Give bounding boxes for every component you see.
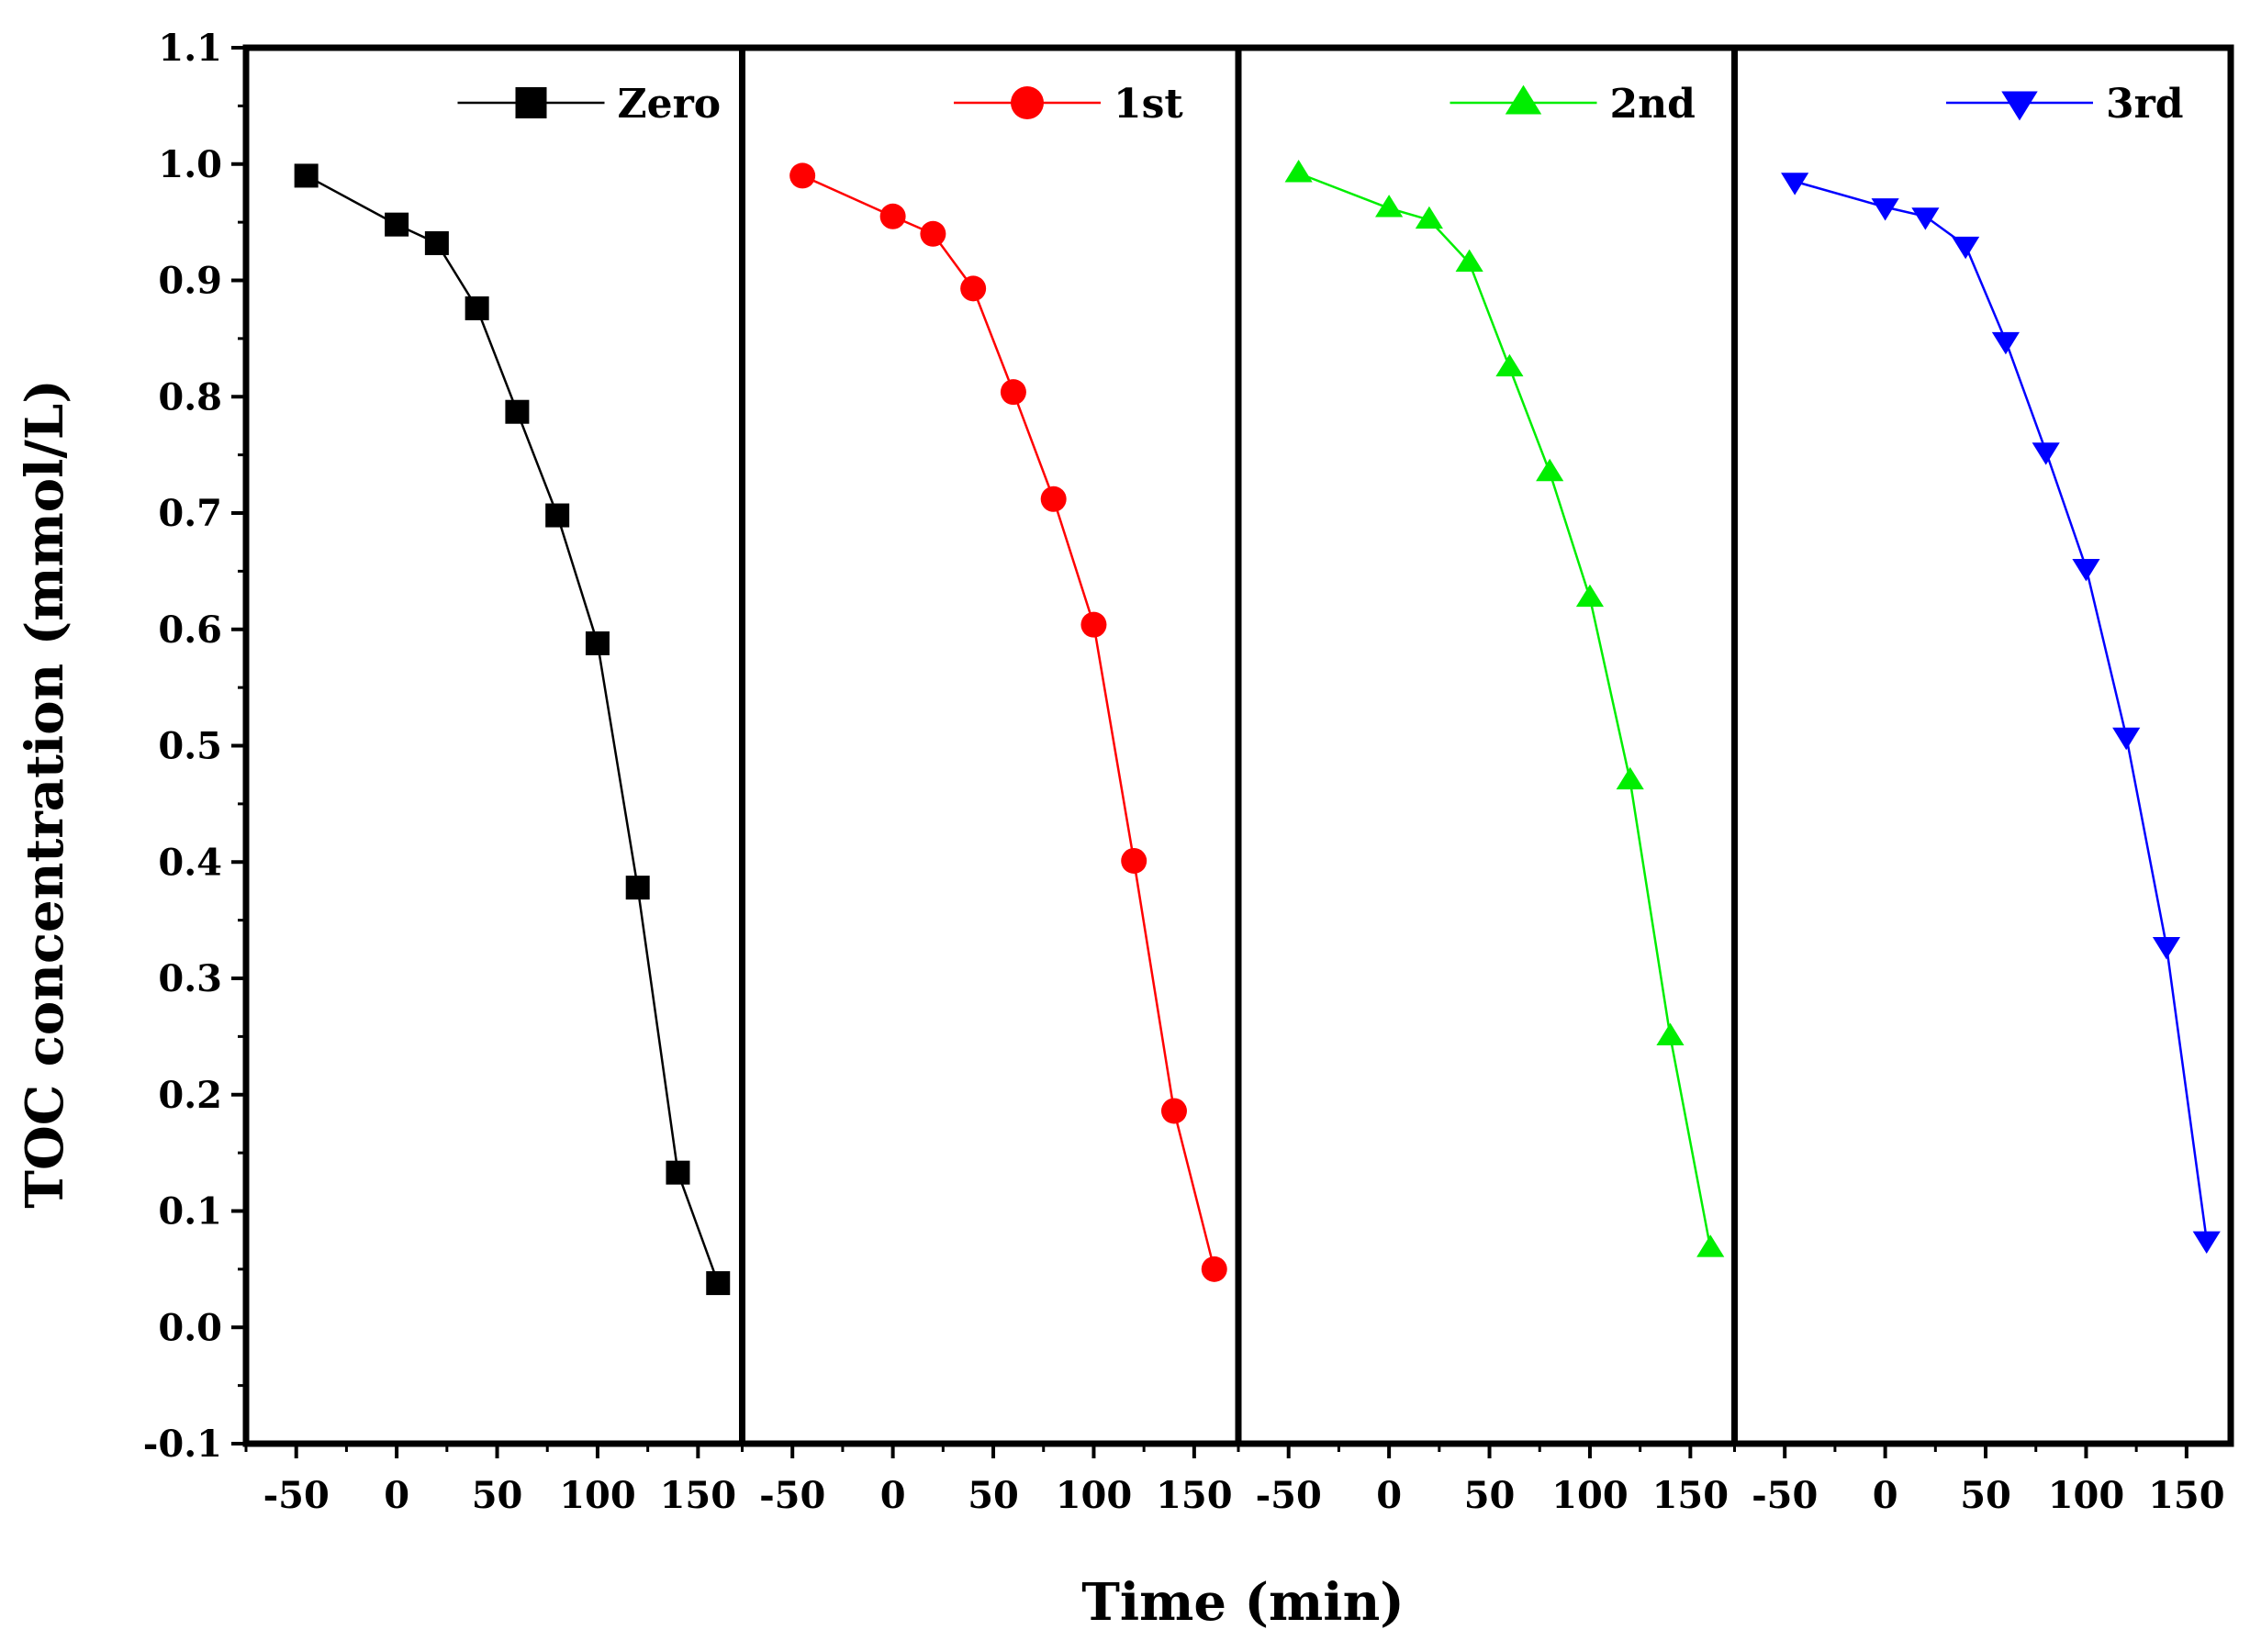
series-layer [294, 160, 2221, 1296]
y-tick-label: 1.1 [158, 27, 222, 70]
y-tick-label: 0.1 [158, 1190, 222, 1233]
x-tick-label: -50 [263, 1474, 330, 1517]
data-point [1616, 766, 1644, 790]
x-tick-label: 50 [1960, 1474, 2011, 1517]
x-tick-label: 150 [1156, 1474, 1233, 1517]
data-point [1040, 486, 1067, 512]
data-point [2001, 91, 2038, 121]
data-point [1656, 1022, 1685, 1045]
x-tick-label: -50 [759, 1474, 825, 1517]
frame-layer [242, 44, 2234, 1447]
x-tick-label: 0 [384, 1474, 409, 1517]
series-line-3rd [1794, 180, 2208, 1241]
y-tick-label: 0.7 [158, 492, 222, 535]
x-tick-label: 100 [1551, 1474, 1629, 1517]
data-point [2112, 727, 2141, 751]
legend-label: 1st [1114, 81, 1183, 128]
x-tick-label: 100 [2048, 1474, 2125, 1517]
y-tick-label: 1.0 [158, 143, 222, 186]
x-tick-label: 0 [1873, 1474, 1898, 1517]
x-tick-label: -50 [1256, 1474, 1322, 1517]
data-point [1495, 353, 1524, 377]
data-point [2032, 442, 2060, 465]
data-point [424, 230, 449, 255]
x-tick-label: 100 [559, 1474, 636, 1517]
data-point [1415, 206, 1443, 229]
y-tick-label: 0.6 [158, 608, 222, 652]
data-point [515, 87, 547, 118]
x-tick-label: 150 [2148, 1474, 2225, 1517]
data-point [625, 876, 650, 900]
y-tick-label: 0.9 [158, 260, 222, 303]
data-point [294, 163, 319, 188]
data-point [879, 203, 906, 229]
data-point [1121, 847, 1147, 874]
data-point [1160, 1098, 1187, 1124]
x-tick-label: 50 [472, 1474, 523, 1517]
y-tick-label: 0.2 [158, 1074, 222, 1117]
data-point [1696, 1234, 1725, 1257]
data-point [1375, 195, 1404, 218]
legend-label: Zero [618, 81, 722, 128]
data-point [465, 296, 489, 320]
y-tick-label: 0.8 [158, 375, 222, 419]
data-point [1455, 249, 1483, 273]
series-line-1st [801, 174, 1215, 1270]
x-tick-label: 50 [968, 1474, 1019, 1517]
data-point [1201, 1256, 1227, 1282]
y-tick-label: -0.1 [143, 1423, 222, 1466]
data-point [2072, 559, 2100, 582]
data-point [1575, 584, 1605, 608]
data-point [1871, 198, 1899, 221]
data-point [1505, 84, 1542, 115]
y-tick-label: 0.5 [158, 725, 222, 768]
data-point [706, 1271, 731, 1296]
x-tick-label: 0 [880, 1474, 906, 1517]
data-point [545, 503, 570, 528]
data-point [666, 1160, 690, 1185]
data-point [1536, 458, 1564, 482]
series-line-2nd [1298, 172, 1712, 1249]
y-axis-title: TOC concentration (mmol/L) [15, 379, 75, 1208]
x-tick-label: 150 [1652, 1474, 1729, 1517]
y-tick-label: 0.0 [158, 1306, 222, 1349]
data-point [1011, 86, 1044, 119]
data-point [1080, 611, 1107, 638]
data-point [2192, 1231, 2221, 1255]
x-tick-label: 150 [660, 1474, 737, 1517]
data-point [1952, 236, 1980, 260]
x-tick-label: 50 [1464, 1474, 1516, 1517]
data-point [1991, 331, 2020, 355]
x-tick-label: 100 [1056, 1474, 1133, 1517]
data-point [505, 399, 530, 424]
y-tick-label: 0.3 [158, 957, 222, 1000]
x-tick-label: -50 [1752, 1474, 1818, 1517]
data-point [2152, 936, 2181, 960]
y-tick-label: 0.4 [158, 841, 222, 884]
data-point [960, 275, 987, 302]
data-point [1911, 207, 1940, 230]
data-point [585, 631, 610, 655]
legend-label: 3rd [2106, 81, 2184, 128]
legend-label: 2nd [1610, 81, 1696, 128]
data-point [385, 212, 409, 237]
data-point [789, 162, 816, 189]
data-point [1000, 379, 1026, 406]
data-point [1781, 173, 1809, 195]
labels-layer: -0.1 0.0 0.1 0.2 0.3 0.4 0.5 0.6 0.7 0.8 0.9 1.0 1.1… [143, 27, 2225, 1517]
x-tick-label: 0 [1376, 1474, 1402, 1517]
series-line-zero [306, 174, 720, 1284]
data-point [1284, 160, 1313, 183]
data-point [920, 220, 946, 247]
x-axis-title: Time (min) [1081, 1572, 1405, 1633]
